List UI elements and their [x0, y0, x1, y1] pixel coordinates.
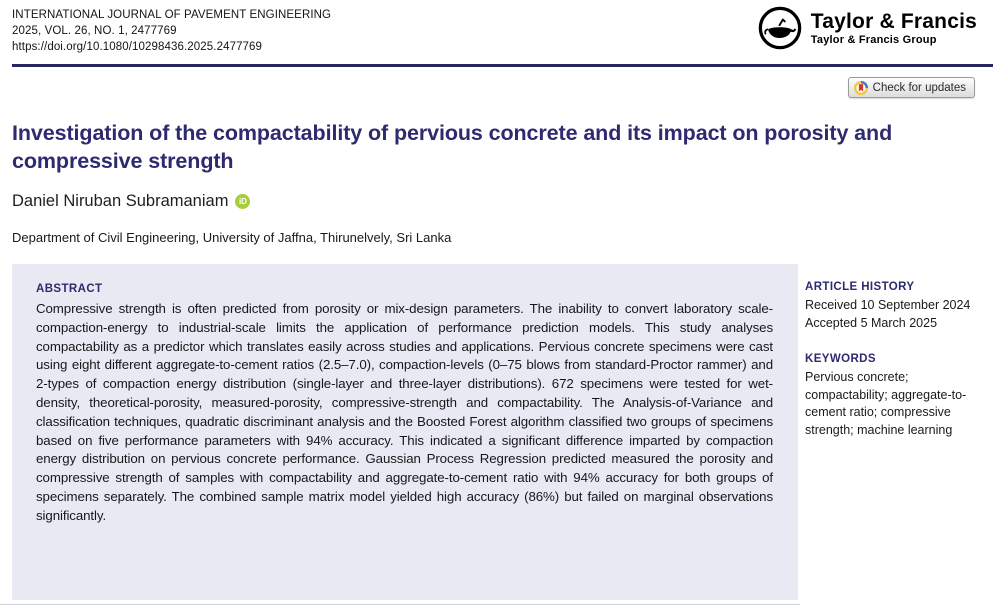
publisher-logo[interactable]: Taylor & Francis Taylor & Francis Group: [757, 5, 977, 51]
article-history-block: ARTICLE HISTORY Received 10 September 20…: [805, 281, 987, 332]
author-name[interactable]: Daniel Niruban Subramaniam: [12, 192, 229, 210]
check-for-updates-label: Check for updates: [872, 81, 966, 94]
author-affiliation: Department of Civil Engineering, Univers…: [12, 230, 452, 245]
journal-title: INTERNATIONAL JOURNAL OF PAVEMENT ENGINE…: [12, 9, 332, 21]
journal-masthead: INTERNATIONAL JOURNAL OF PAVEMENT ENGINE…: [12, 7, 331, 55]
check-for-updates-button[interactable]: Check for updates: [847, 77, 975, 98]
abstract-text: Compressive strength is often predicted …: [36, 301, 773, 523]
keywords-block: KEYWORDS Pervious concrete; compactabili…: [805, 353, 987, 439]
doi-link[interactable]: https://doi.org/10.1080/10298436.2025.24…: [12, 41, 263, 53]
publisher-group: Taylor & Francis Group: [810, 34, 937, 46]
keywords-heading: KEYWORDS: [805, 353, 876, 365]
author-line: Daniel Niruban Subramaniam iD: [12, 192, 251, 211]
article-history-heading: ARTICLE HISTORY: [805, 281, 915, 293]
received-date: Received 10 September 2024: [805, 298, 971, 312]
journal-volume-info: 2025, VOL. 26, NO. 1, 2477769: [12, 25, 177, 37]
article-title: Investigation of the compactability of p…: [12, 121, 893, 173]
page-bottom-divider: [0, 604, 800, 605]
keywords-text: Pervious concrete; compactability; aggre…: [805, 370, 967, 437]
crossmark-icon: [853, 80, 868, 95]
accepted-date: Accepted 5 March 2025: [805, 315, 938, 330]
article-meta-sidebar: ARTICLE HISTORY Received 10 September 20…: [805, 281, 987, 439]
taylor-francis-lamp-icon: [758, 6, 802, 50]
abstract-heading: ABSTRACT: [36, 283, 103, 295]
abstract-panel: ABSTRACT Compressive strength is often p…: [12, 264, 798, 600]
publisher-name: Taylor & Francis: [810, 10, 977, 33]
header-divider: [12, 64, 993, 67]
orcid-icon[interactable]: iD: [235, 194, 251, 209]
publisher-wordmark: Taylor & Francis Taylor & Francis Group: [811, 10, 977, 46]
